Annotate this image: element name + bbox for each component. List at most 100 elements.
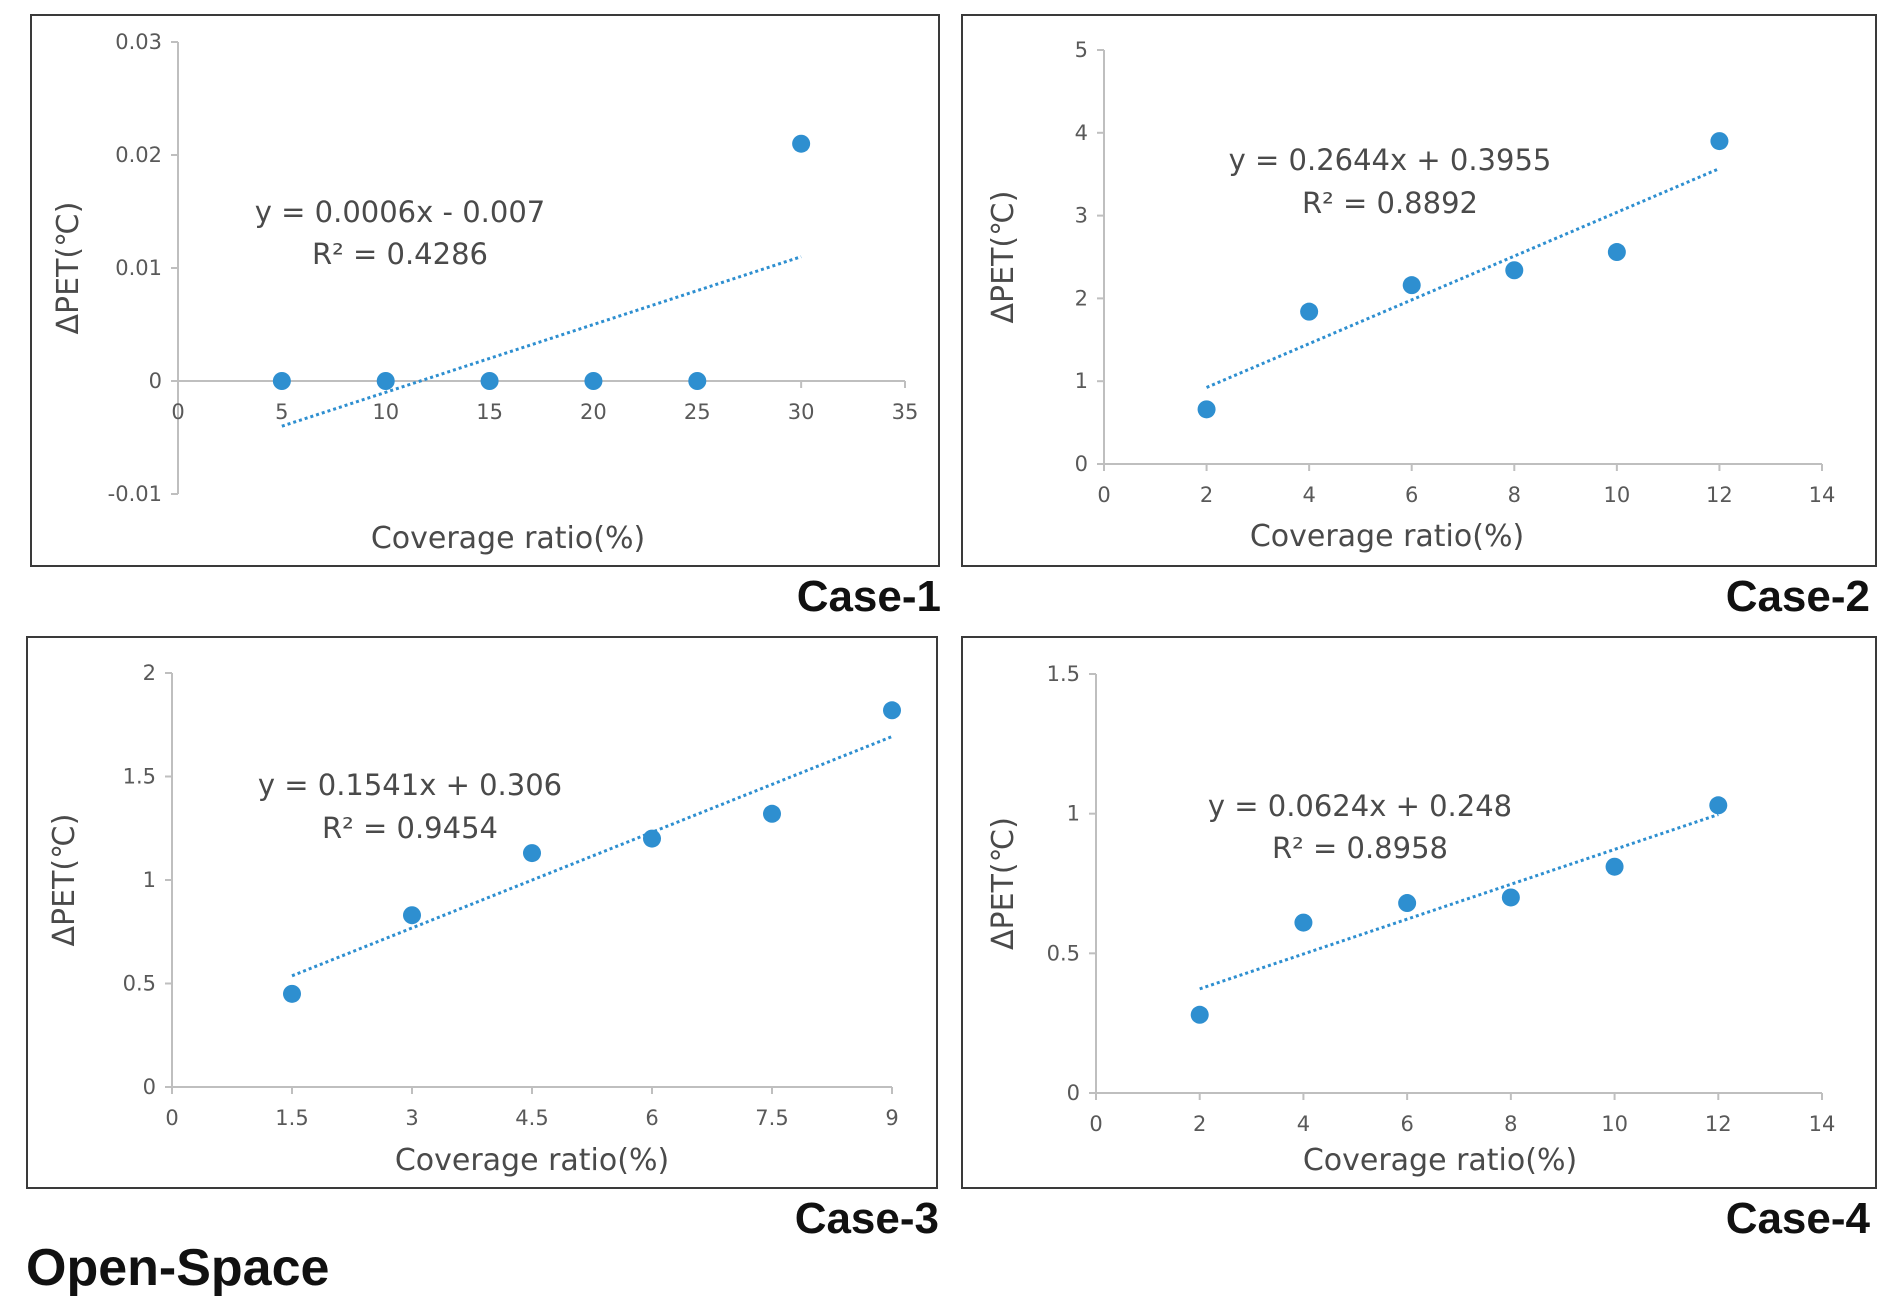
case-1-x-tick-label: 20 [580,400,607,424]
case-4-y-tick-label: 0.5 [1047,941,1080,965]
case-2-data-point [1505,261,1524,280]
case-4-y-tick-label: 1.5 [1047,662,1080,686]
case-2-data-point [1607,243,1626,262]
case-4-x-tick-label: 10 [1601,1112,1628,1136]
case-3-data-point [523,844,541,863]
case-2-x-tick-label: 0 [1097,483,1110,507]
chart-panel-case-1 [30,14,940,567]
case-2-trendline [1205,167,1721,389]
case-1-y-tick-label: 0.02 [115,143,162,167]
case-4-x-tick-label: 2 [1193,1112,1206,1136]
case-3-x-tick-label: 7.5 [755,1106,788,1130]
case-4-data-point [1605,857,1624,876]
case-1-y-tick-label: 0.01 [115,256,162,280]
case-4-y-tick-label: 1 [1067,802,1080,826]
case-3-data-point [283,984,301,1003]
case-2-label: Case-2 [1725,572,1870,621]
case-1-data-point [272,372,291,390]
case-2-x-tick-label: 10 [1603,483,1630,507]
case-2-x-axis-title: Coverage ratio(%) [1250,519,1524,554]
case-2-y-axis-title: ΔPET(℃) [986,191,1021,324]
case-4-trendline [1199,813,1719,991]
case-4-y-tick-label: 0 [1067,1081,1080,1105]
case-2-y-tick-label: 0 [1075,452,1088,476]
case-4-data-point [1398,894,1417,913]
case-4-x-tick-label: 6 [1400,1112,1413,1136]
case-2-data-point [1402,276,1421,295]
case-4-trend-equation: y = 0.0624x + 0.248 [1208,789,1512,823]
case-3-y-tick-label: 0.5 [123,972,156,996]
case-1-x-tick-label: 0 [171,400,184,424]
case-2-x-tick-label: 4 [1302,483,1315,507]
case-4-x-tick-label: 14 [1809,1112,1836,1136]
case-3-y-tick-label: 1 [143,868,156,892]
case-4-label: Case-4 [1725,1194,1870,1243]
case-3-label: Case-3 [794,1194,939,1243]
case-1-x-axis-title: Coverage ratio(%) [371,521,645,556]
case-4-data-point [1294,913,1313,932]
case-4-x-tick-label: 0 [1089,1112,1102,1136]
case-1-trendline [281,255,802,428]
case-3-y-tick-label: 0 [143,1075,156,1099]
case-1-data-point [480,372,499,390]
case-1-label: Case-1 [796,572,941,621]
case-4-x-tick-label: 12 [1705,1112,1732,1136]
case-1-y-tick-label: -0.01 [108,482,162,506]
case-3-data-point [883,701,901,720]
case-3-x-tick-label: 0 [165,1106,178,1130]
case-1-y-tick-label: 0 [149,369,162,393]
case-4-x-axis-title: Coverage ratio(%) [1303,1143,1577,1178]
case-3-x-tick-label: 4.5 [515,1106,548,1130]
case-3-data-point [403,906,421,925]
case-3-x-tick-label: 3 [405,1106,418,1130]
case-2-y-tick-label: 4 [1075,121,1088,145]
case-4-data-point [1190,1005,1209,1024]
case-3-data-point [643,829,661,848]
chart-panel-case-3 [26,636,938,1189]
case-2-y-tick-label: 3 [1075,204,1088,228]
case-2-data-point [1710,132,1729,151]
case-4-data-point [1709,796,1728,815]
figure-label-open-space: Open-Space [26,1239,330,1297]
chart-panel-case-2 [961,14,1877,567]
case-1-y-axis-title: ΔPET(℃) [51,202,86,335]
case-2-x-tick-label: 12 [1706,483,1733,507]
case-1-data-point [688,372,707,390]
case-4-data-point [1501,888,1520,907]
case-3-x-tick-label: 6 [645,1106,658,1130]
case-1-x-tick-label: 35 [892,400,919,424]
case-2-x-tick-label: 14 [1809,483,1836,507]
case-3-x-axis-title: Coverage ratio(%) [395,1143,669,1178]
case-3-y-tick-label: 1.5 [123,765,156,789]
case-3-r-squared: R² = 0.9454 [322,811,498,845]
case-2-data-point [1197,400,1216,419]
case-2-x-tick-label: 6 [1405,483,1418,507]
case-2-data-point [1300,302,1319,321]
case-2-y-tick-label: 1 [1075,369,1088,393]
case-3-data-point [763,804,781,823]
case-4-r-squared: R² = 0.8958 [1272,831,1448,865]
case-1-x-tick-label: 30 [788,400,815,424]
case-1-data-point [584,372,603,390]
case-3-y-tick-label: 2 [143,661,156,685]
case-2-y-tick-label: 2 [1075,286,1088,310]
case-2-x-tick-label: 2 [1200,483,1213,507]
case-2-r-squared: R² = 0.8892 [1302,186,1478,220]
case-3-x-tick-label: 1.5 [275,1106,308,1130]
case-4-y-axis-title: ΔPET(℃) [986,817,1021,950]
case-1-data-point [376,372,395,390]
case-1-y-tick-label: 0.03 [115,30,162,54]
case-1-x-tick-label: 15 [476,400,503,424]
case-1-data-point [792,134,811,153]
case-2-trend-equation: y = 0.2644x + 0.3955 [1229,143,1552,177]
case-4-x-tick-label: 4 [1297,1112,1310,1136]
case-1-x-tick-label: 25 [684,400,711,424]
case-3-y-axis-title: ΔPET(℃) [47,814,82,947]
case-1-trend-equation: y = 0.0006x - 0.007 [255,195,545,229]
case-4-x-tick-label: 8 [1504,1112,1517,1136]
case-2-y-tick-label: 5 [1075,38,1088,62]
case-1-x-tick-label: 10 [372,400,399,424]
case-3-trend-equation: y = 0.1541x + 0.306 [258,768,562,802]
case-3-x-tick-label: 9 [885,1106,898,1130]
